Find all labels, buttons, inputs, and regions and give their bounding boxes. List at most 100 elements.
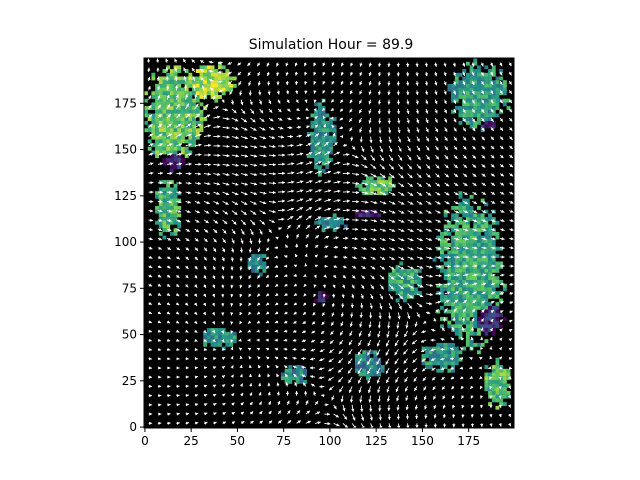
wind-vector-head <box>400 266 405 270</box>
wind-vector-head <box>149 218 153 222</box>
heatmap-cell <box>158 213 163 218</box>
wind-vector-head <box>308 143 312 146</box>
wind-vector-head <box>442 395 446 400</box>
heatmap-cell <box>162 135 167 140</box>
wind-vector-head <box>332 294 336 298</box>
wind-vector-head <box>452 317 456 321</box>
heatmap-cell <box>469 305 474 310</box>
wind-vector-head <box>313 62 317 67</box>
wind-vector-head <box>397 316 401 320</box>
heatmap-cell <box>391 283 396 288</box>
wind-vector-head <box>341 294 345 298</box>
wind-vector-head <box>248 266 252 271</box>
heatmap-cell <box>440 235 444 240</box>
wind-vector-head <box>203 257 207 261</box>
heatmap-cell <box>406 287 411 292</box>
heatmap-cell <box>177 154 182 159</box>
heatmap-cell <box>436 265 441 270</box>
heatmap-cell <box>192 139 196 144</box>
wind-vector-head <box>301 374 306 378</box>
wind-vector-head <box>352 417 356 421</box>
heatmap-cell <box>162 146 167 151</box>
wind-vector-head <box>188 191 192 195</box>
wind-vector-head <box>226 163 230 167</box>
heatmap-cell <box>203 87 208 92</box>
heatmap-cell <box>329 143 333 147</box>
heatmap-cell <box>354 354 359 358</box>
wind-vector-head <box>455 201 459 204</box>
heatmap-cell <box>473 220 478 225</box>
wind-vector-head <box>212 321 215 325</box>
heatmap-cell <box>462 257 467 262</box>
wind-vector-head <box>350 72 354 76</box>
heatmap-cell <box>317 294 322 299</box>
heatmap-cell <box>484 106 489 110</box>
heatmap-cell <box>425 354 430 358</box>
wind-vector-head <box>472 127 476 132</box>
wind-vector-head <box>240 392 244 397</box>
heatmap-cell <box>417 276 422 281</box>
wind-vector-head <box>446 219 450 223</box>
heatmap-cell <box>214 69 219 73</box>
heatmap-cell <box>188 117 193 122</box>
heatmap-cell <box>169 80 174 85</box>
wind-vector-head <box>508 347 512 351</box>
heatmap-cell <box>436 291 441 295</box>
heatmap-cell <box>488 291 492 295</box>
heatmap-cell <box>354 368 359 373</box>
heatmap-cell <box>469 91 474 96</box>
heatmap-cell <box>388 287 393 292</box>
wind-vector-head <box>230 383 234 388</box>
wind-vector-head <box>284 264 287 268</box>
heatmap-cell <box>199 113 204 118</box>
heatmap-cell <box>158 80 163 85</box>
wind-vector-head <box>254 182 258 186</box>
wind-vector-head <box>407 147 411 152</box>
heatmap-cell <box>325 120 330 125</box>
wind-vector-head <box>454 146 458 150</box>
wind-vector-head <box>185 347 189 351</box>
wind-vector-head <box>226 154 230 158</box>
heatmap-cell <box>473 309 478 314</box>
wind-vector-head <box>377 91 382 95</box>
heatmap-cell <box>221 87 226 92</box>
heatmap-cell <box>462 224 467 229</box>
wind-vector-head <box>157 320 161 324</box>
wind-vector-head <box>248 82 252 86</box>
wind-vector-head <box>450 337 455 341</box>
wind-vector-head <box>295 391 299 394</box>
wind-vector-head <box>291 171 295 175</box>
wind-vector-field <box>147 58 514 430</box>
wind-vector-head <box>258 364 261 369</box>
wind-vector-head <box>480 346 484 350</box>
heatmap-cell <box>462 280 467 284</box>
wind-vector-head <box>445 165 449 169</box>
wind-vector-head <box>262 127 266 131</box>
wind-vector-head <box>359 129 363 133</box>
heatmap-cell <box>488 313 492 318</box>
heatmap-cell <box>166 117 171 122</box>
wind-vector-head <box>322 90 326 94</box>
wind-vector-head <box>415 415 419 419</box>
heatmap-cell <box>473 113 478 118</box>
wind-vector-head <box>500 145 504 149</box>
heatmap-cell <box>192 109 196 114</box>
wind-vector-head <box>339 126 343 130</box>
wind-vector-head <box>259 420 263 424</box>
heatmap-cell <box>377 213 381 218</box>
wind-vector-head <box>340 135 344 139</box>
heatmap-cell <box>440 265 444 270</box>
heatmap-cell <box>484 239 489 244</box>
wind-vector-head <box>368 91 372 95</box>
heatmap-cell <box>465 98 470 103</box>
heatmap-cell <box>502 383 507 388</box>
wind-vector-head <box>263 172 267 176</box>
heatmap-cell <box>469 261 474 266</box>
heatmap-cell <box>473 331 478 336</box>
heatmap-cell <box>366 376 370 381</box>
heatmap-cell <box>465 254 470 258</box>
wind-vector-head <box>509 310 513 314</box>
wind-vector-head <box>356 181 360 185</box>
heatmap-cell <box>477 265 481 270</box>
wind-vector-head <box>423 396 427 400</box>
